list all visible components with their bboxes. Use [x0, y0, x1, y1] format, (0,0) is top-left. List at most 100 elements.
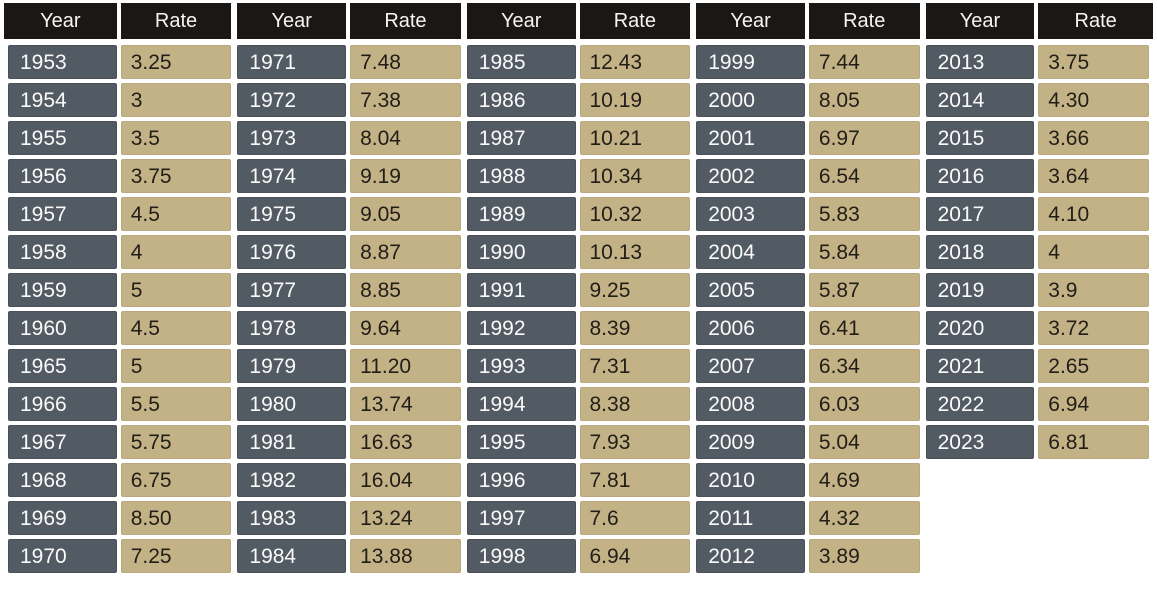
table-row: 1992 8.39 — [466, 311, 691, 345]
rate-cell: 6.75 — [120, 463, 232, 497]
table-row: 2013 3.75 — [925, 45, 1149, 79]
table-column-group: Year Rate 1953 3.25 1954 3 1955 3.5 1956… — [4, 3, 232, 577]
year-column-header: Year — [4, 3, 117, 39]
year-cell: 2020 — [925, 311, 1035, 345]
table-row: 1977 8.85 — [237, 273, 461, 307]
table-row: 1996 7.81 — [466, 463, 691, 497]
year-cell: 2019 — [925, 273, 1035, 307]
table-column-group: Year Rate 1999 7.44 2000 8.05 2001 6.97 … — [696, 3, 920, 577]
table-row: 1999 7.44 — [696, 45, 920, 79]
rate-cell: 8.50 — [120, 501, 232, 535]
table-row: 1954 3 — [8, 83, 232, 117]
year-rate-table: Year Rate 1953 3.25 1954 3 1955 3.5 1956… — [4, 3, 1153, 577]
year-cell: 2000 — [696, 83, 805, 117]
year-cell: 1985 — [466, 45, 576, 79]
table-column-group: Year Rate 2013 3.75 2014 4.30 2015 3.66 … — [925, 3, 1153, 463]
table-row: 2016 3.64 — [925, 159, 1149, 193]
year-cell: 1983 — [237, 501, 347, 535]
rate-cell: 16.04 — [350, 463, 461, 497]
rate-cell: 6.34 — [808, 349, 920, 383]
rate-cell: 9.64 — [350, 311, 461, 345]
rate-cell: 3.75 — [120, 159, 232, 193]
year-cell: 1986 — [466, 83, 576, 117]
table-row: 1975 9.05 — [237, 197, 461, 231]
rate-cell: 13.88 — [350, 539, 461, 573]
year-cell: 1972 — [237, 83, 347, 117]
year-cell: 2018 — [925, 235, 1035, 269]
rate-cell: 7.48 — [350, 45, 461, 79]
year-cell: 1960 — [8, 311, 117, 345]
year-cell: 1998 — [466, 539, 576, 573]
year-cell: 1984 — [237, 539, 347, 573]
rate-cell: 8.87 — [350, 235, 461, 269]
rate-cell: 4.5 — [120, 311, 232, 345]
rate-cell: 10.32 — [579, 197, 691, 231]
year-cell: 2009 — [696, 425, 805, 459]
year-cell: 2010 — [696, 463, 805, 497]
table-column-group: Year Rate 1985 12.43 1986 10.19 1987 10.… — [466, 3, 691, 577]
rate-cell: 7.38 — [350, 83, 461, 117]
rate-column-header: Rate — [1038, 3, 1153, 39]
rate-cell: 5.75 — [120, 425, 232, 459]
year-cell: 2011 — [696, 501, 805, 535]
year-cell: 1993 — [466, 349, 576, 383]
year-cell: 2015 — [925, 121, 1035, 155]
year-cell: 1999 — [696, 45, 805, 79]
year-cell: 1982 — [237, 463, 347, 497]
rate-cell: 5.5 — [120, 387, 232, 421]
rate-cell: 8.38 — [579, 387, 691, 421]
rate-cell: 6.03 — [808, 387, 920, 421]
rate-column-header: Rate — [579, 3, 691, 39]
table-row: 1980 13.74 — [237, 387, 461, 421]
table-header-row: Year Rate — [237, 3, 461, 39]
rate-cell: 8.39 — [579, 311, 691, 345]
table-row: 1960 4.5 — [8, 311, 232, 345]
table-row: 1993 7.31 — [466, 349, 691, 383]
year-cell: 1954 — [8, 83, 117, 117]
table-row: 1953 3.25 — [8, 45, 232, 79]
year-cell: 1969 — [8, 501, 117, 535]
rate-cell: 13.74 — [350, 387, 461, 421]
table-column-group: Year Rate 1971 7.48 1972 7.38 1973 8.04 … — [237, 3, 461, 577]
rate-cell: 13.24 — [350, 501, 461, 535]
table-row: 2008 6.03 — [696, 387, 920, 421]
rate-cell: 4 — [120, 235, 232, 269]
rate-column-header: Rate — [808, 3, 920, 39]
year-cell: 2017 — [925, 197, 1035, 231]
rate-cell: 5 — [120, 349, 232, 383]
table-row: 1995 7.93 — [466, 425, 691, 459]
table-row: 1994 8.38 — [466, 387, 691, 421]
rate-cell: 8.05 — [808, 83, 920, 117]
rate-cell: 4.10 — [1038, 197, 1149, 231]
rate-cell: 3.5 — [120, 121, 232, 155]
year-cell: 1956 — [8, 159, 117, 193]
table-row: 1982 16.04 — [237, 463, 461, 497]
rate-cell: 7.25 — [120, 539, 232, 573]
rate-column-header: Rate — [120, 3, 232, 39]
table-row: 1981 16.63 — [237, 425, 461, 459]
table-row: 2010 4.69 — [696, 463, 920, 497]
rate-cell: 3.64 — [1038, 159, 1149, 193]
table-header-row: Year Rate — [696, 3, 920, 39]
year-cell: 2021 — [925, 349, 1035, 383]
table-row: 1969 8.50 — [8, 501, 232, 535]
table-row: 2018 4 — [925, 235, 1149, 269]
table-row: 1984 13.88 — [237, 539, 461, 573]
table-row: 1971 7.48 — [237, 45, 461, 79]
table-row: 2012 3.89 — [696, 539, 920, 573]
rate-cell: 4.30 — [1038, 83, 1149, 117]
year-column-header: Year — [237, 3, 347, 39]
table-row: 1988 10.34 — [466, 159, 691, 193]
year-cell: 1965 — [8, 349, 117, 383]
rate-cell: 10.19 — [579, 83, 691, 117]
table-row: 1966 5.5 — [8, 387, 232, 421]
table-row: 1987 10.21 — [466, 121, 691, 155]
year-cell: 1991 — [466, 273, 576, 307]
table-header-row: Year Rate — [925, 3, 1153, 39]
table-row: 1965 5 — [8, 349, 232, 383]
year-cell: 2012 — [696, 539, 805, 573]
year-cell: 1994 — [466, 387, 576, 421]
rate-cell: 3.25 — [120, 45, 232, 79]
year-cell: 1992 — [466, 311, 576, 345]
year-cell: 1968 — [8, 463, 117, 497]
